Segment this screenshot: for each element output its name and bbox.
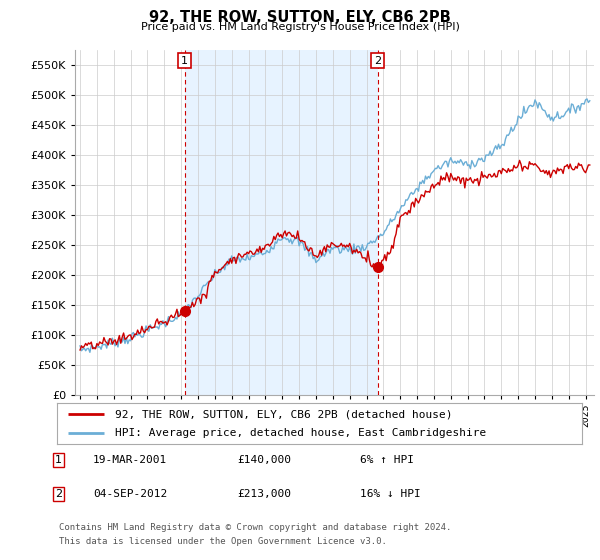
Text: 92, THE ROW, SUTTON, ELY, CB6 2PB (detached house): 92, THE ROW, SUTTON, ELY, CB6 2PB (detac…	[115, 409, 452, 419]
Text: This data is licensed under the Open Government Licence v3.0.: This data is licensed under the Open Gov…	[59, 537, 386, 546]
Text: 1: 1	[181, 55, 188, 66]
Text: £140,000: £140,000	[237, 455, 291, 465]
Text: 6% ↑ HPI: 6% ↑ HPI	[360, 455, 414, 465]
Text: Contains HM Land Registry data © Crown copyright and database right 2024.: Contains HM Land Registry data © Crown c…	[59, 523, 451, 532]
Text: 04-SEP-2012: 04-SEP-2012	[93, 489, 167, 499]
Text: £213,000: £213,000	[237, 489, 291, 499]
Text: 1: 1	[55, 455, 62, 465]
Text: 2: 2	[374, 55, 382, 66]
Text: Price paid vs. HM Land Registry's House Price Index (HPI): Price paid vs. HM Land Registry's House …	[140, 22, 460, 32]
Bar	[185, 50, 378, 395]
Text: 16% ↓ HPI: 16% ↓ HPI	[360, 489, 421, 499]
Text: 92, THE ROW, SUTTON, ELY, CB6 2PB: 92, THE ROW, SUTTON, ELY, CB6 2PB	[149, 10, 451, 25]
Text: 19-MAR-2001: 19-MAR-2001	[93, 455, 167, 465]
Text: 2: 2	[55, 489, 62, 499]
Text: HPI: Average price, detached house, East Cambridgeshire: HPI: Average price, detached house, East…	[115, 428, 486, 437]
